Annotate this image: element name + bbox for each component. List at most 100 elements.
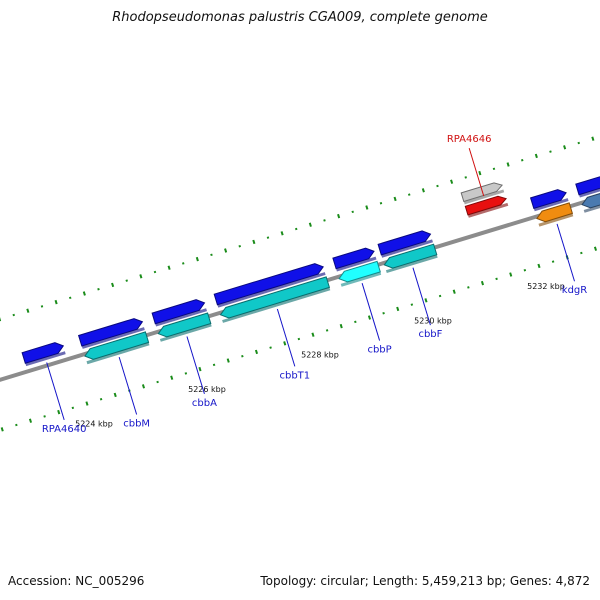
- scale-tick-mark: [509, 272, 513, 277]
- gene-label-kdgr[interactable]: kdgR: [562, 285, 587, 296]
- gene-shadow: [25, 351, 66, 367]
- gene-cbbf-forward[interactable]: [377, 230, 432, 256]
- scale-tick-mark: [577, 141, 580, 145]
- gene-cbbm-forward[interactable]: [77, 318, 144, 347]
- scale-tick-mark: [97, 287, 100, 291]
- scale-ticks: 5224 kbp 5226 kbp 5228 kbp 5230 kbp 5232 kbp…: [0, 136, 598, 432]
- scale-tick-mark: [156, 380, 159, 384]
- scale-tick-mark: [421, 188, 425, 193]
- scale-tick-mark: [478, 170, 482, 176]
- gene-label-rpa4646[interactable]: RPA4646: [447, 134, 492, 145]
- scale-tick-mark: [495, 277, 498, 281]
- scale-tick-mark: [57, 409, 61, 415]
- scale-tick-mark: [26, 308, 30, 313]
- gene-shadow: [159, 323, 212, 342]
- scale-tick-mark: [15, 423, 18, 427]
- scale-tick-mark: [280, 231, 284, 236]
- gene-shadow: [86, 342, 150, 365]
- gene-kdgr-forward[interactable]: [529, 189, 567, 210]
- scale-tick-label: 5226 kbp: [188, 385, 226, 394]
- scale-tick-mark: [450, 179, 454, 184]
- scale-tick-label: 5232 kbp: [527, 282, 565, 291]
- scale-tick-mark: [54, 299, 58, 305]
- scale-tick-mark: [339, 323, 343, 329]
- scale-tick-mark: [99, 397, 103, 401]
- gene-rpa4646-top[interactable]: [460, 182, 503, 203]
- scale-tick-mark: [351, 210, 354, 214]
- gene-shadow: [381, 239, 433, 258]
- scale-tick-label: 5230 kbp: [414, 316, 452, 325]
- scale-tick-mark: [297, 337, 301, 341]
- gene-label-cbbf[interactable]: cbbF: [418, 329, 442, 340]
- scale-tick-mark: [283, 341, 287, 346]
- scale-tick-mark: [520, 158, 524, 162]
- scale-tick-mark: [464, 176, 467, 179]
- gene-shadow: [467, 202, 509, 218]
- scale-tick-mark: [43, 415, 46, 418]
- gene-label-leader: [361, 283, 381, 341]
- gene-rpa4648-reverse[interactable]: [581, 182, 600, 209]
- gene-rpa4640-forward[interactable]: [21, 342, 65, 364]
- scale-tick-mark: [125, 279, 128, 282]
- scale-tick-mark: [382, 311, 385, 315]
- gene-shadow: [336, 256, 377, 272]
- scale-tick-mark: [551, 260, 555, 263]
- scale-tick-mark: [534, 153, 538, 159]
- gene-cbbp-forward[interactable]: [332, 247, 375, 270]
- scale-tick-mark: [113, 392, 117, 398]
- gene-cbbt1-forward[interactable]: [213, 263, 324, 306]
- scale-tick-mark: [436, 184, 439, 188]
- scale-tick-mark: [523, 268, 527, 272]
- scale-tick-mark: [0, 427, 4, 432]
- scale-tick-mark: [323, 219, 326, 222]
- scale-tick-mark: [325, 329, 329, 332]
- scale-tick-mark: [40, 305, 44, 308]
- gene-shadow: [538, 213, 574, 227]
- gene-shadow: [81, 327, 145, 349]
- scale-tick-mark: [28, 418, 33, 423]
- scale-tick-mark: [170, 375, 174, 380]
- scale-tick-mark: [141, 384, 146, 389]
- scale-tick-mark: [424, 298, 428, 303]
- gene-rpa4648-forward[interactable]: [575, 169, 600, 196]
- scale-tick-mark: [12, 313, 15, 317]
- gene-shadow: [222, 287, 331, 323]
- gene-label-cbbt1[interactable]: cbbT1: [279, 370, 310, 381]
- scale-tick-mark: [226, 358, 230, 363]
- gene-rpa4646-upper[interactable]: [464, 195, 507, 216]
- scale-tick-mark: [294, 227, 298, 231]
- scale-tick-label: 5228 kbp: [301, 351, 339, 360]
- scale-tick-mark: [308, 222, 312, 227]
- scale-tick-mark: [252, 239, 256, 245]
- gene-cbbt1-reverse[interactable]: [219, 276, 331, 319]
- gene-label-cbbp[interactable]: cbbP: [367, 345, 391, 356]
- scale-tick-mark: [269, 346, 272, 349]
- scale-tick-mark: [254, 349, 259, 355]
- scale-tick-mark: [111, 282, 115, 288]
- gene-label-leader: [186, 336, 205, 395]
- scale-tick-mark: [184, 372, 188, 375]
- gene-label-leader: [118, 356, 138, 415]
- scale-tick-mark: [365, 205, 369, 210]
- scale-tick-mark: [195, 256, 199, 262]
- scale-tick-mark: [367, 315, 372, 320]
- gene-shadow: [340, 271, 382, 287]
- gene-shadow: [583, 205, 600, 213]
- gene-shadow: [533, 198, 569, 212]
- scale-tick-mark: [167, 265, 171, 270]
- scale-tick-mark: [68, 296, 72, 300]
- gene-cbba-forward[interactable]: [151, 299, 206, 325]
- gene-label-cbba[interactable]: cbbA: [192, 398, 217, 409]
- gene-label-leader: [276, 308, 296, 367]
- gene-cbba-reverse[interactable]: [157, 312, 212, 338]
- scale-tick-mark: [266, 236, 270, 239]
- gene-tracks: [21, 169, 600, 367]
- scale-tick-mark: [198, 366, 202, 372]
- gene-shadow: [579, 188, 600, 198]
- scale-tick-mark: [139, 274, 143, 279]
- gene-cbbf-reverse[interactable]: [383, 243, 438, 269]
- scale-tick-mark: [549, 150, 552, 153]
- gene-label-cbbm[interactable]: cbbM: [123, 419, 150, 430]
- gene-label-rpa4640[interactable]: RPA4640: [42, 424, 87, 435]
